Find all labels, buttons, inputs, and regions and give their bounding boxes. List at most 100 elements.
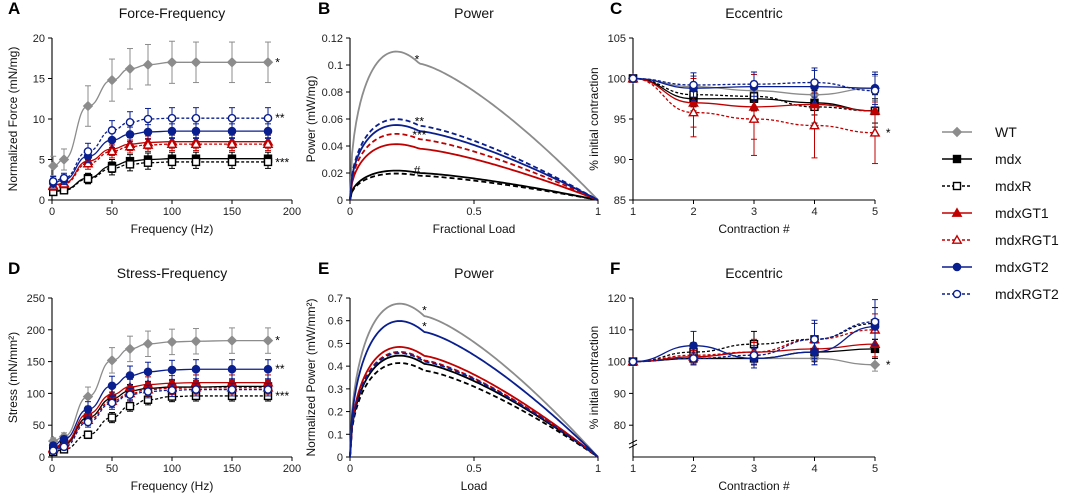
significance-mark: *** (275, 389, 289, 403)
curve-mdxGT2 (349, 320, 599, 458)
data-point (106, 355, 118, 366)
series-mdxRGT2 (48, 382, 273, 455)
series-line (53, 381, 268, 449)
data-point (689, 80, 698, 90)
significance-mark: # (414, 163, 421, 177)
curve-mdxR (349, 362, 599, 458)
series-mdxR (49, 154, 273, 197)
x-axis-label: Fractional Load (433, 222, 516, 236)
series-line (53, 161, 268, 193)
x-tick-label: 0 (49, 463, 55, 475)
data-point (262, 335, 274, 346)
x-tick-label: 0.5 (466, 206, 481, 218)
data-point (58, 154, 70, 165)
panel-letter: B (318, 0, 330, 18)
y-tick-label: 5 (39, 155, 45, 167)
y-axis-label: Power (mW/mg) (304, 76, 318, 163)
series-WT (48, 40, 274, 177)
x-tick-label: 4 (811, 206, 817, 218)
data-point (142, 139, 154, 149)
x-tick-label: 150 (223, 463, 241, 475)
data-point (166, 57, 178, 68)
legend-marker (951, 126, 963, 138)
data-point (688, 106, 699, 117)
x-tick-label: 50 (106, 463, 118, 475)
data-point (166, 138, 178, 149)
data-point (124, 63, 136, 74)
x-tick-label: 1 (630, 463, 636, 475)
y-tick-label: 250 (27, 293, 45, 305)
curve-WT (349, 50, 599, 201)
series-mdxRGT2 (628, 299, 880, 366)
y-axis-label: Normalized Power (mW/mm²) (304, 298, 318, 456)
panel-B: B Power Fractional Load Power (mW/mg) 0 0.5 1 0… (304, 0, 601, 236)
legend: WT mdx mdxR mdxGT1 mdxRGT1 mdxGT2 mdxRGT2 (942, 124, 1059, 302)
data-point (628, 74, 638, 83)
data-point (124, 343, 136, 355)
legend-marker (952, 289, 962, 299)
x-tick-label: 0 (49, 206, 55, 218)
panel-F: F Eccentric Contraction # % initial contrac… (587, 259, 891, 493)
series-line (53, 339, 268, 442)
data-point (689, 354, 698, 363)
legend-label: WT (995, 124, 1017, 140)
panel-letter: F (610, 259, 620, 278)
y-tick-label: 0.2 (328, 407, 343, 419)
x-tick-label: 3 (751, 463, 757, 475)
data-point (107, 381, 117, 391)
data-point (107, 398, 117, 408)
y-tick-label: 110 (608, 325, 626, 337)
data-point (749, 79, 759, 89)
y-tick-label: 85 (614, 195, 626, 207)
y-tick-label: 120 (608, 293, 626, 305)
y-axis-label: % initial contraction (587, 67, 601, 170)
y-axis-label: % initial contraction (587, 326, 601, 429)
curve-mdxRGT2 (349, 118, 599, 201)
data-point (628, 357, 638, 366)
curve-mdxRGT1 (349, 132, 599, 201)
y-tick-label: 0.1 (328, 60, 343, 72)
x-axis-label: Frequency (Hz) (131, 222, 214, 236)
data-point (226, 138, 238, 149)
curve-mdx (349, 354, 599, 458)
y-tick-label: 80 (614, 420, 626, 432)
significance-mark: ** (415, 115, 425, 129)
data-point (262, 57, 274, 68)
panel-letter: C (610, 0, 622, 18)
curve-mdxGT1 (349, 346, 599, 458)
y-tick-label: 0.02 (322, 168, 343, 180)
significance-mark: * (886, 358, 891, 372)
x-tick-label: 2 (690, 206, 696, 218)
data-point (142, 338, 154, 349)
chart-title: Power (454, 265, 494, 281)
data-point (59, 434, 69, 444)
significance-mark: *** (275, 156, 289, 170)
curve-mdxRGT2 (349, 352, 599, 458)
panel-A: A Force-Frequency Frequency (Hz) Normalized… (6, 0, 301, 236)
x-tick-label: 5 (872, 463, 878, 475)
x-tick-label: 0.5 (466, 463, 481, 475)
legend-item-mdxRGT1: mdxRGT1 (942, 232, 1059, 248)
data-point (107, 126, 117, 135)
y-tick-label: 150 (27, 357, 45, 369)
series-line (53, 117, 268, 183)
data-point (83, 147, 93, 156)
data-point (262, 138, 274, 149)
legend-label: mdxGT2 (995, 259, 1049, 275)
data-point (125, 160, 135, 169)
significance-mark: * (422, 303, 427, 317)
data-point (227, 157, 237, 167)
data-point (191, 364, 201, 374)
data-point (227, 385, 237, 394)
x-tick-label: 1 (630, 206, 636, 218)
y-tick-label: 10 (33, 114, 45, 126)
legend-marker (952, 181, 962, 191)
data-point (190, 138, 202, 149)
legend-item-mdxRGT2: mdxRGT2 (942, 286, 1059, 302)
y-tick-label: 0 (337, 452, 343, 464)
series-line (53, 395, 268, 453)
x-tick-label: 1 (595, 463, 601, 475)
series-mdxRGT2 (628, 67, 880, 108)
data-point (143, 158, 153, 167)
data-point (190, 336, 202, 347)
